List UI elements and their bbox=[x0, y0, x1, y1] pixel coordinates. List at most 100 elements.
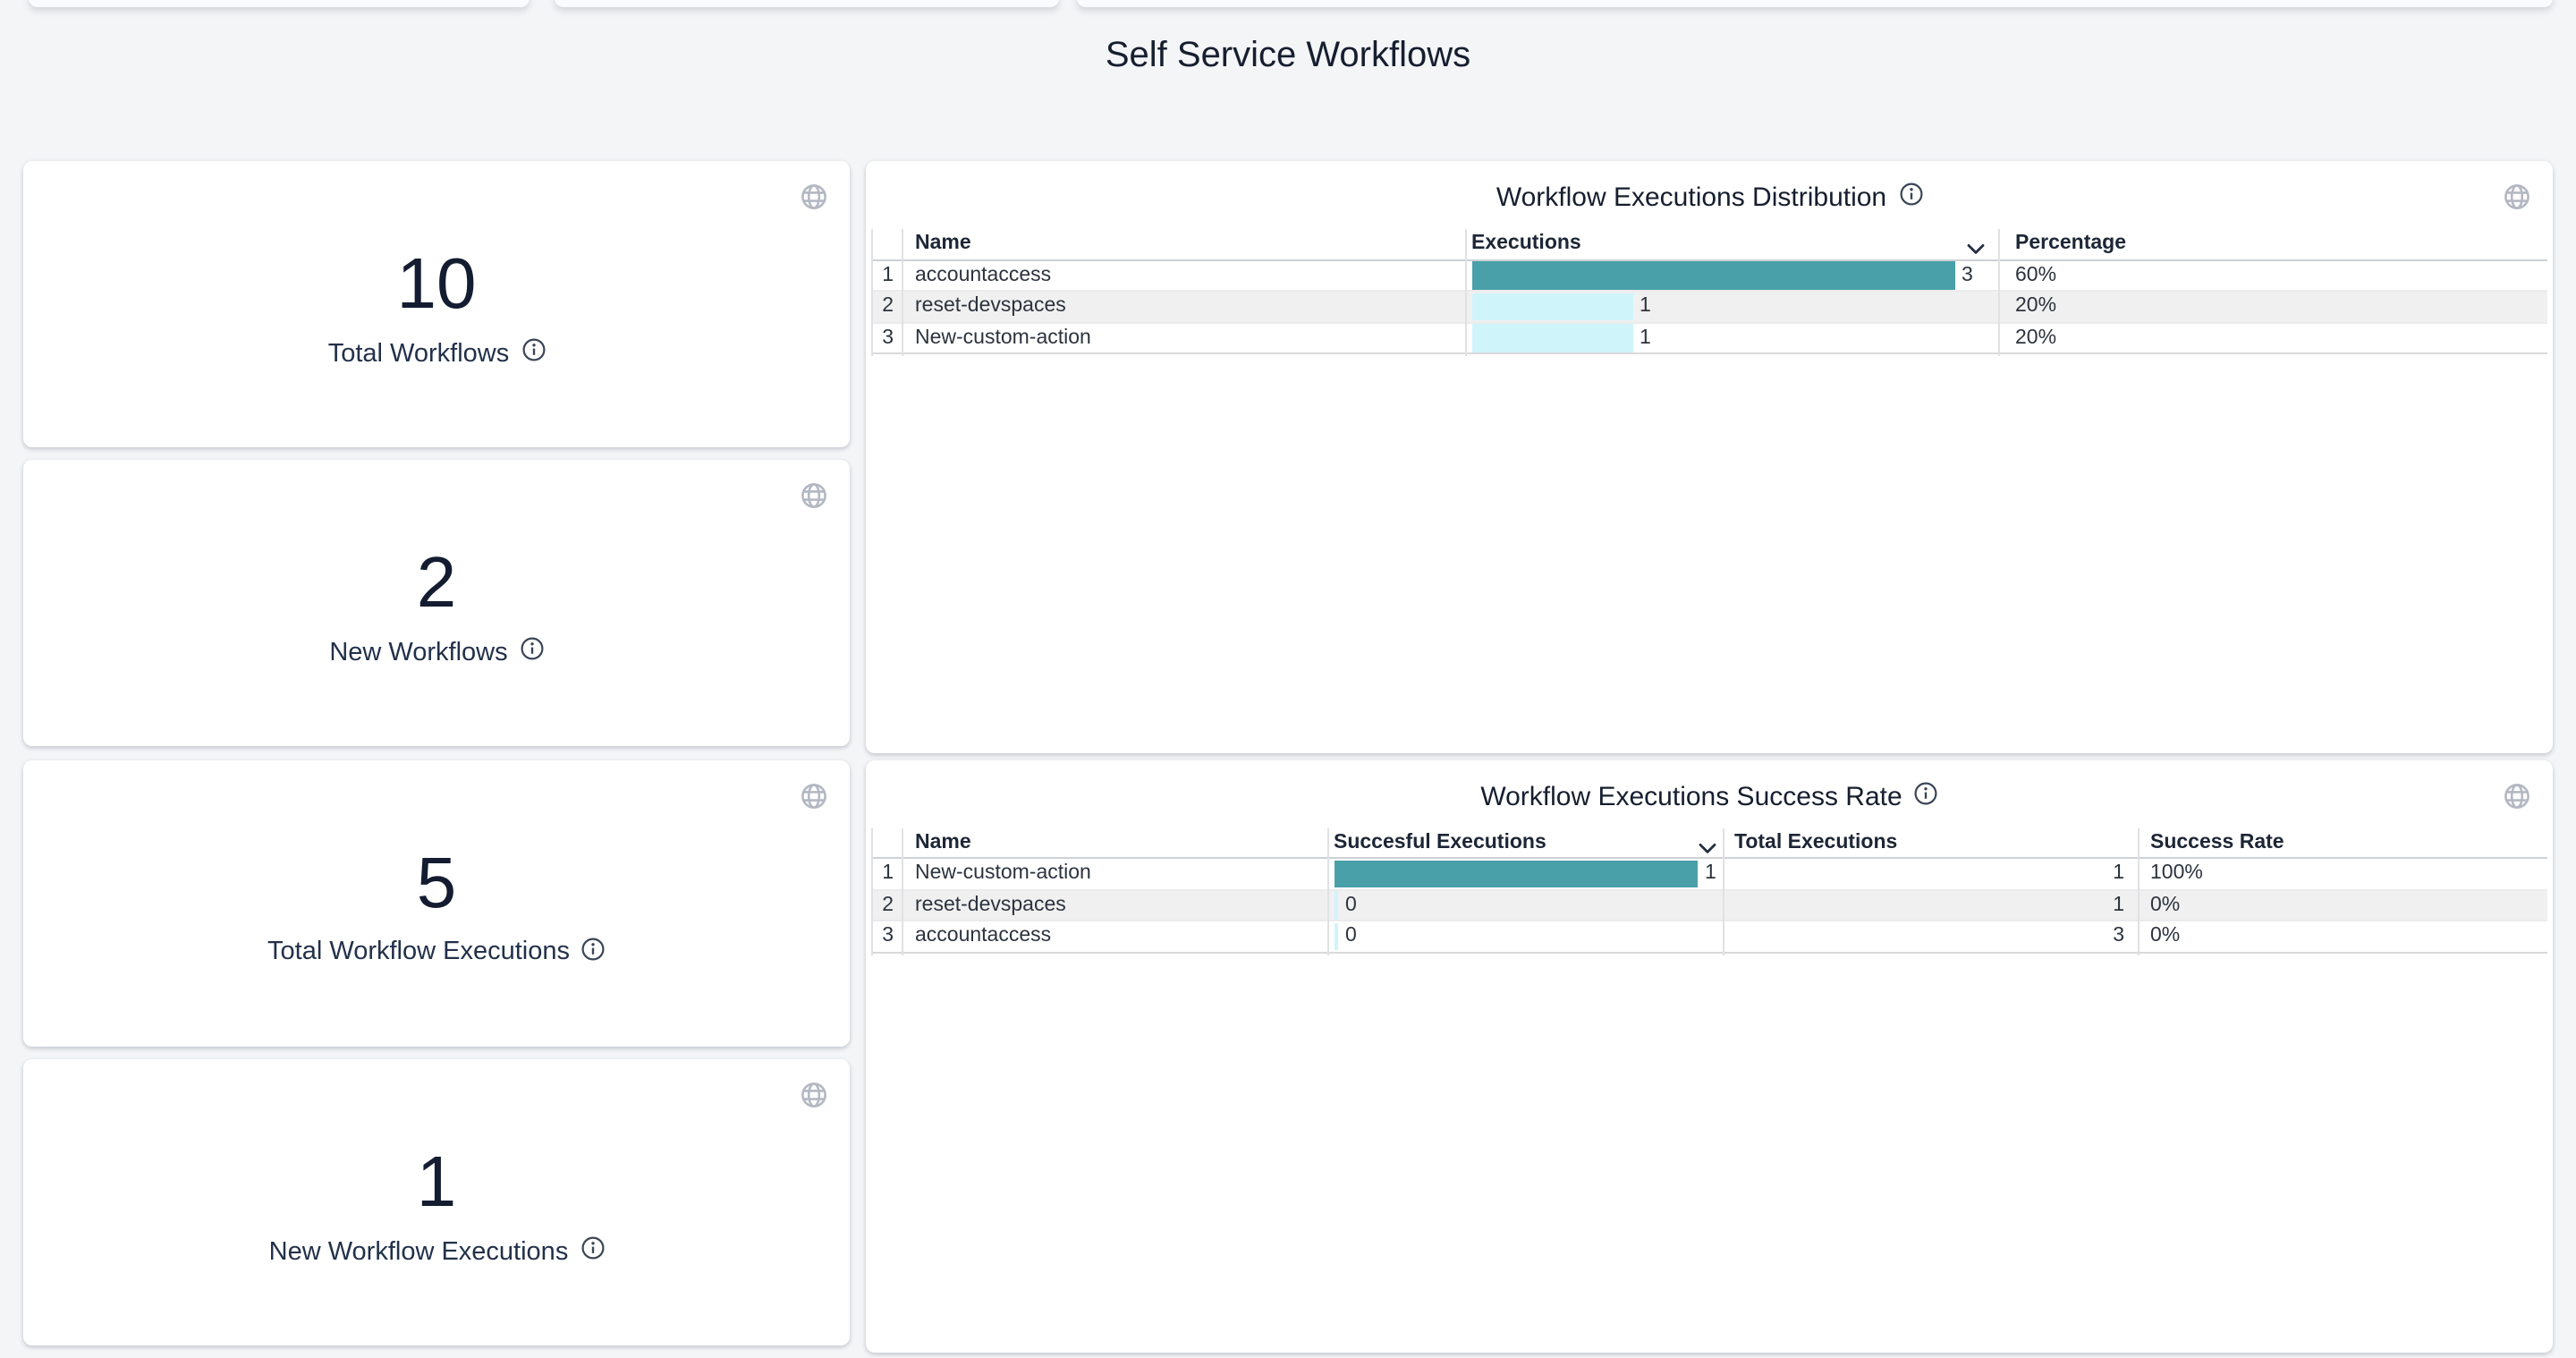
info-icon[interactable] bbox=[521, 338, 545, 369]
stat-label-row: Total Workflows bbox=[23, 338, 850, 369]
globe-icon[interactable] bbox=[2503, 782, 2531, 811]
stat-label: New Workflows bbox=[329, 638, 508, 667]
name-cell: accountaccess bbox=[915, 925, 1052, 947]
globe-icon[interactable] bbox=[800, 182, 828, 211]
table-header: Name Executions Percentage bbox=[871, 229, 2547, 260]
stat-card: 2 New Workflows bbox=[23, 460, 850, 747]
executions-bar bbox=[1471, 293, 1632, 320]
percentage-cell: 20% bbox=[2015, 295, 2057, 317]
row-index-cell: 2 bbox=[882, 295, 894, 317]
chevron-down-icon bbox=[1966, 236, 1986, 265]
column-divider bbox=[1465, 229, 1467, 356]
globe-icon[interactable] bbox=[800, 782, 828, 811]
percentage-cell: 60% bbox=[2015, 264, 2057, 285]
success-rate-cell: 100% bbox=[2150, 862, 2203, 885]
table-row: 3 accountaccess 0 3 0% bbox=[871, 922, 2547, 954]
column-header-name[interactable]: Name bbox=[915, 233, 971, 254]
stat-label: Total Workflows bbox=[327, 339, 510, 368]
total-executions-cell: 3 bbox=[2113, 925, 2124, 947]
successful-executions-cell: 0 bbox=[1326, 922, 1722, 952]
executions-value: 1 bbox=[1640, 295, 1651, 317]
info-icon[interactable] bbox=[521, 638, 544, 668]
column-divider bbox=[901, 229, 902, 356]
row-index-cell: 3 bbox=[882, 925, 894, 947]
stat-card: 1 New Workflow Executions bbox=[23, 1059, 850, 1346]
card-title-row: Workflow Executions Success Rate bbox=[866, 782, 2553, 812]
executions-value: 1 bbox=[1640, 327, 1651, 348]
card-title: Workflow Executions Distribution bbox=[1496, 182, 1887, 213]
name-cell: New-custom-action bbox=[915, 327, 1091, 348]
info-icon[interactable] bbox=[1899, 182, 1922, 213]
column-header-successful-executions[interactable]: Succesful Executions bbox=[1334, 831, 1546, 853]
table-header: Name Succesful Executions Total Executio… bbox=[871, 828, 2547, 860]
table-row: 1 accountaccess 3 60% bbox=[871, 260, 2547, 292]
row-index-cell: 2 bbox=[882, 894, 894, 916]
stat-label-row: Total Workflow Executions bbox=[23, 938, 850, 968]
total-executions-cell: 1 bbox=[2113, 894, 2124, 916]
total-executions-cell: 1 bbox=[2113, 862, 2124, 885]
card-title-row: Workflow Executions Distribution bbox=[866, 182, 2553, 213]
stat-card: 5 Total Workflow Executions bbox=[23, 760, 850, 1047]
percentage-cell: 20% bbox=[2015, 327, 2057, 348]
executions-bar bbox=[1471, 324, 1632, 352]
success-rate-table: Name Succesful Executions Total Executio… bbox=[871, 828, 2547, 955]
stat-value: 1 bbox=[416, 1143, 457, 1223]
info-icon[interactable] bbox=[1915, 782, 1938, 812]
stat-label: Total Workflow Executions bbox=[267, 938, 570, 967]
row-index-cell: 1 bbox=[882, 264, 894, 285]
success-rate-cell: 0% bbox=[2150, 894, 2181, 916]
successful-executions-bar bbox=[1335, 891, 1338, 920]
info-icon[interactable] bbox=[580, 1236, 604, 1267]
column-divider bbox=[901, 828, 902, 955]
table-row: 2 reset-devspaces 1 20% bbox=[871, 292, 2547, 323]
executions-cell: 3 bbox=[1465, 260, 1997, 290]
column-header-name[interactable]: Name bbox=[915, 831, 971, 853]
globe-icon[interactable] bbox=[800, 482, 828, 511]
row-index-cell: 1 bbox=[882, 862, 894, 885]
cutoff-card bbox=[555, 0, 1059, 7]
successful-executions-value: 0 bbox=[1345, 925, 1357, 947]
name-cell: reset-devspaces bbox=[915, 295, 1066, 317]
info-icon[interactable] bbox=[582, 938, 606, 968]
executions-value: 3 bbox=[1962, 264, 1973, 285]
successful-executions-bar bbox=[1335, 860, 1698, 888]
column-header-executions[interactable]: Executions bbox=[1471, 233, 1581, 254]
stat-label: New Workflow Executions bbox=[268, 1237, 569, 1267]
table-row: 3 New-custom-action 1 20% bbox=[871, 323, 2547, 354]
table-body: 1 New-custom-action 1 1 100% 2 reset-dev… bbox=[871, 860, 2547, 954]
column-divider bbox=[871, 229, 873, 356]
column-divider bbox=[1997, 229, 1999, 356]
success-rate-cell: 0% bbox=[2150, 925, 2181, 947]
successful-executions-bar bbox=[1335, 922, 1338, 951]
column-divider bbox=[871, 828, 873, 955]
column-divider bbox=[2138, 828, 2140, 955]
column-divider bbox=[1722, 828, 1724, 955]
cutoff-card bbox=[1077, 0, 2553, 7]
stat-label-row: New Workflow Executions bbox=[23, 1236, 850, 1267]
successful-executions-cell: 0 bbox=[1326, 891, 1722, 921]
row-index-cell: 3 bbox=[882, 327, 894, 348]
executions-cell: 1 bbox=[1465, 323, 1997, 352]
column-header-percentage[interactable]: Percentage bbox=[2015, 233, 2127, 254]
column-divider bbox=[1326, 828, 1328, 955]
executions-bar bbox=[1471, 261, 1954, 289]
stat-value: 2 bbox=[416, 544, 457, 624]
column-header-total-executions[interactable]: Total Executions bbox=[1734, 831, 1898, 853]
executions-cell: 1 bbox=[1465, 292, 1997, 321]
column-header-success-rate[interactable]: Success Rate bbox=[2150, 831, 2284, 853]
successful-executions-cell: 1 bbox=[1326, 860, 1722, 889]
globe-icon[interactable] bbox=[800, 1081, 828, 1109]
name-cell: reset-devspaces bbox=[915, 894, 1066, 916]
name-cell: accountaccess bbox=[915, 264, 1052, 285]
stat-value: 10 bbox=[396, 245, 477, 324]
table-row: 2 reset-devspaces 0 1 0% bbox=[871, 890, 2547, 922]
stat-card: 10 Total Workflows bbox=[23, 161, 850, 447]
successful-executions-value: 0 bbox=[1345, 894, 1357, 916]
stat-value: 5 bbox=[416, 844, 457, 923]
distribution-card: Workflow Executions Distribution Name Ex… bbox=[866, 161, 2553, 753]
card-title: Workflow Executions Success Rate bbox=[1480, 781, 1902, 812]
name-cell: New-custom-action bbox=[915, 862, 1091, 885]
globe-icon[interactable] bbox=[2503, 182, 2531, 211]
chevron-down-icon bbox=[1698, 836, 1717, 864]
